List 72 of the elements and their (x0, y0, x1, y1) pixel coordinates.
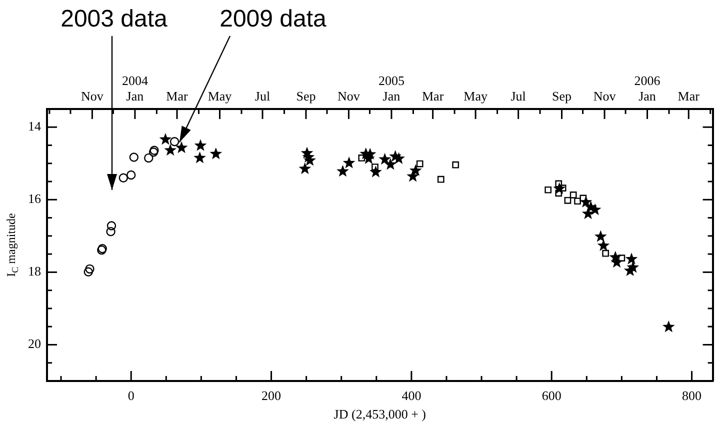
point (555, 190, 562, 197)
point (597, 239, 610, 251)
point (580, 196, 592, 208)
point (370, 166, 382, 178)
point (594, 230, 607, 242)
point (662, 320, 675, 332)
point (409, 164, 422, 176)
point (544, 186, 552, 194)
point (150, 146, 159, 155)
x2-tick-label: 2005 Jan (378, 73, 404, 104)
point (159, 132, 172, 145)
point (625, 252, 638, 264)
point (194, 151, 206, 164)
point (602, 250, 609, 257)
point (194, 139, 207, 151)
x2-tick-label: 2006 Jan (634, 73, 661, 104)
point (85, 264, 94, 274)
y-tick-label: 16 (28, 191, 42, 206)
x-tick-label: 600 (542, 388, 562, 404)
point (118, 173, 128, 183)
x2-tick-label: Jul (510, 88, 526, 104)
x2-tick-label: Mar (166, 88, 188, 104)
point (84, 267, 93, 276)
point (144, 153, 154, 163)
point (452, 161, 460, 168)
point (170, 137, 180, 146)
x2-tick-label: May (208, 88, 232, 104)
point (148, 148, 158, 157)
point (437, 176, 444, 183)
x2-tick-label: Sep (552, 88, 572, 104)
point (164, 144, 177, 156)
x-tick-label: 0 (128, 388, 134, 404)
point (618, 254, 626, 262)
point (175, 141, 188, 154)
x-tick-label: 800 (682, 388, 702, 404)
x2-tick-label: Mar (678, 88, 700, 104)
point (378, 152, 391, 165)
point (336, 164, 349, 177)
text: 2003 data (60, 6, 168, 33)
point (106, 221, 116, 230)
x2-tick-label: Mar (422, 88, 444, 104)
y-tick-label: 14 (28, 118, 42, 134)
point (342, 156, 356, 168)
x2-tick-label: 2004 Jan (122, 73, 148, 104)
x2-tick-label: Nov (593, 88, 616, 104)
annotation: 2009 data (220, 6, 328, 33)
x-axis-title: JD (2,453,000 + ) (334, 406, 426, 422)
point (626, 260, 640, 273)
point (564, 196, 572, 204)
point (372, 164, 378, 170)
x2-tick-label: Sep (296, 88, 316, 104)
y-tick-label: 20 (28, 336, 41, 352)
x-tick-label: 400 (402, 388, 422, 404)
point (384, 158, 397, 170)
point (358, 154, 366, 162)
x2-tick-label: Nov (338, 88, 360, 104)
point (574, 198, 581, 205)
point (106, 226, 116, 236)
x2-tick-label: Jul (254, 88, 270, 104)
y-axis-title: IC magnitude (4, 213, 20, 277)
point (555, 180, 562, 188)
point (210, 147, 222, 160)
point (129, 152, 139, 162)
x2-tick-label: Nov (81, 88, 104, 104)
point (553, 182, 566, 194)
point (298, 162, 312, 174)
point (570, 192, 577, 198)
y-tick-label: 18 (28, 264, 41, 279)
x-tick-label: 200 (262, 388, 282, 404)
point (416, 160, 424, 168)
point (126, 170, 136, 180)
x2-tick-label: May (464, 88, 488, 104)
